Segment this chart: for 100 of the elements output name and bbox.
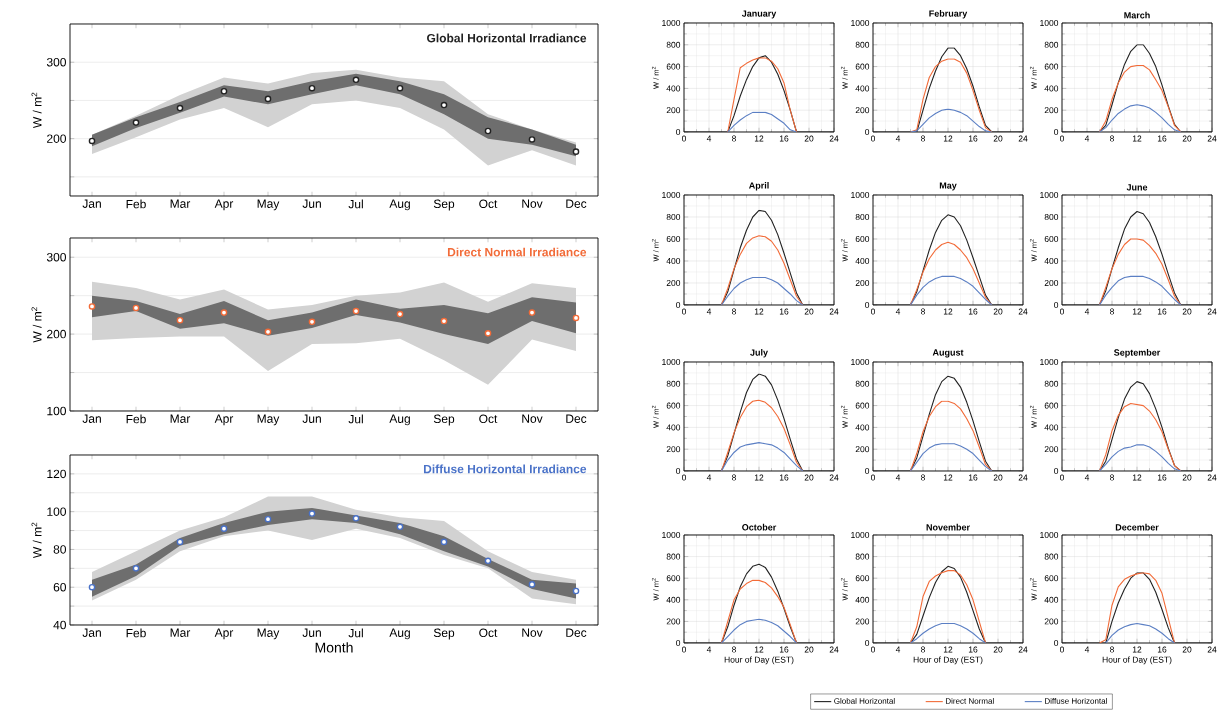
y-tick-label: 200 <box>1044 279 1059 286</box>
x-tick-label: Jun <box>302 199 321 208</box>
y-tick-label: 0 <box>865 468 870 474</box>
x-tick-label: 8 <box>1110 474 1115 481</box>
y-tick-label: 400 <box>666 596 681 603</box>
y-tick-label: 40 <box>53 620 66 630</box>
point <box>396 84 404 92</box>
y-tick-label: 300 <box>46 252 66 262</box>
x-tick-label: 4 <box>1084 308 1090 315</box>
chart-title: April <box>748 182 769 191</box>
x-tick-label: Dec <box>566 628 587 637</box>
x-tick-label: 16 <box>968 135 978 142</box>
x-tick-label: 0 <box>681 646 687 653</box>
y-tick-label: 1000 <box>1040 192 1059 198</box>
y-tick-label: 800 <box>666 553 681 560</box>
x-axis-title: Hour of Day (EST) <box>724 656 794 665</box>
y-tick-label: 100 <box>47 406 66 416</box>
point <box>220 525 228 532</box>
line-series <box>1098 64 1182 132</box>
point <box>176 316 184 324</box>
x-tick-label: Feb <box>126 414 146 424</box>
x-tick-label: 20 <box>804 135 814 142</box>
y-tick-label: 0 <box>1054 640 1059 646</box>
chart-title: February <box>929 10 968 19</box>
x-tick-label: 16 <box>779 308 789 315</box>
x-tick-label: Jan <box>82 199 101 208</box>
x-tick-label: 4 <box>895 308 901 315</box>
y-tick-label: 600 <box>1044 402 1059 409</box>
x-tick-label: 12 <box>943 474 953 481</box>
x-tick-label: 8 <box>732 474 736 481</box>
x-tick-label: Dec <box>566 199 587 208</box>
x-tick-label: Mar <box>170 199 191 208</box>
x-tick-label: 16 <box>1157 474 1167 481</box>
y-tick-label: 600 <box>666 402 681 409</box>
x-tick-label: Jul <box>348 414 363 424</box>
x-tick-label: 4 <box>1084 135 1090 142</box>
y-tick-label: 400 <box>1044 257 1059 264</box>
x-tick-label: Sep <box>433 199 455 211</box>
x-tick-label: Jun <box>302 628 321 637</box>
x-tick-label: 12 <box>1132 646 1142 653</box>
y-tick-label: 600 <box>1044 575 1059 582</box>
y-tick-label: 80 <box>53 545 66 554</box>
x-tick-label: Jan <box>82 414 101 423</box>
point <box>220 309 228 316</box>
x-tick-label: Dec <box>566 414 587 423</box>
x-tick-label: 24 <box>1207 646 1217 653</box>
y-tick-label: 800 <box>1044 553 1059 560</box>
x-tick-label: Mar <box>170 628 191 637</box>
y-tick-label: 600 <box>666 235 681 242</box>
y-tick-label: 200 <box>666 279 681 286</box>
text: Diffuse Horizontal Irradiance <box>423 464 587 474</box>
y-tick-label: 200 <box>855 279 870 286</box>
point <box>572 587 580 595</box>
x-tick-label: 4 <box>706 646 712 653</box>
x-tick-label: 12 <box>943 308 953 315</box>
x-tick-label: 0 <box>1059 474 1065 481</box>
x-tick-label: 4 <box>706 308 712 315</box>
y-tick-label: 400 <box>666 85 681 92</box>
x-tick-label: Aug <box>389 414 410 426</box>
y-tick-label: 0 <box>676 128 681 135</box>
y-axis-title: W / m$^{2}$ <box>31 92 42 129</box>
x-tick-label: 8 <box>921 646 926 653</box>
y-axis-title: W / m$^{2}$ <box>31 307 42 343</box>
point <box>264 95 272 103</box>
x-tick-label: 16 <box>1157 646 1167 653</box>
point <box>440 538 448 546</box>
x-tick-label: Apr <box>214 628 234 640</box>
y-tick-label: 1000 <box>662 192 681 198</box>
y-tick-label: 400 <box>1044 424 1059 431</box>
point <box>352 76 360 84</box>
y-tick-label: 0 <box>676 640 681 646</box>
y-axis-title: W / m$^{2}$ <box>31 522 42 559</box>
x-tick-label: Jan <box>82 628 101 637</box>
x-tick-label: Nov <box>522 628 543 637</box>
x-tick-label: 8 <box>921 308 926 315</box>
point <box>308 510 316 517</box>
point <box>132 565 140 572</box>
x-tick-label: 8 <box>732 135 736 142</box>
x-tick-label: 8 <box>921 474 926 481</box>
x-tick-label: 4 <box>895 474 901 481</box>
point <box>396 523 404 531</box>
y-tick-label: 1000 <box>662 359 681 365</box>
x-tick-label: Jul <box>348 199 363 209</box>
x-tick-label: 4 <box>706 135 712 142</box>
point <box>528 309 536 316</box>
y-tick-label: 800 <box>1044 41 1059 48</box>
chart-title: August <box>932 349 964 358</box>
x-tick-label: 8 <box>921 135 926 142</box>
x-tick-label: 16 <box>1157 308 1167 315</box>
x-tick-label: 12 <box>1132 135 1142 142</box>
y-tick-label: 800 <box>666 214 681 220</box>
y-tick-label: 200 <box>855 446 870 453</box>
y-tick-label: 0 <box>676 468 681 474</box>
y-tick-label: 300 <box>46 57 66 67</box>
x-tick-label: 0 <box>1059 308 1065 315</box>
y-tick-label: 60 <box>53 582 66 592</box>
x-tick-label: Feb <box>126 628 146 638</box>
x-tick-label: Mar <box>170 414 191 423</box>
x-tick-label: 16 <box>968 646 978 653</box>
chart-title: October <box>742 523 777 531</box>
